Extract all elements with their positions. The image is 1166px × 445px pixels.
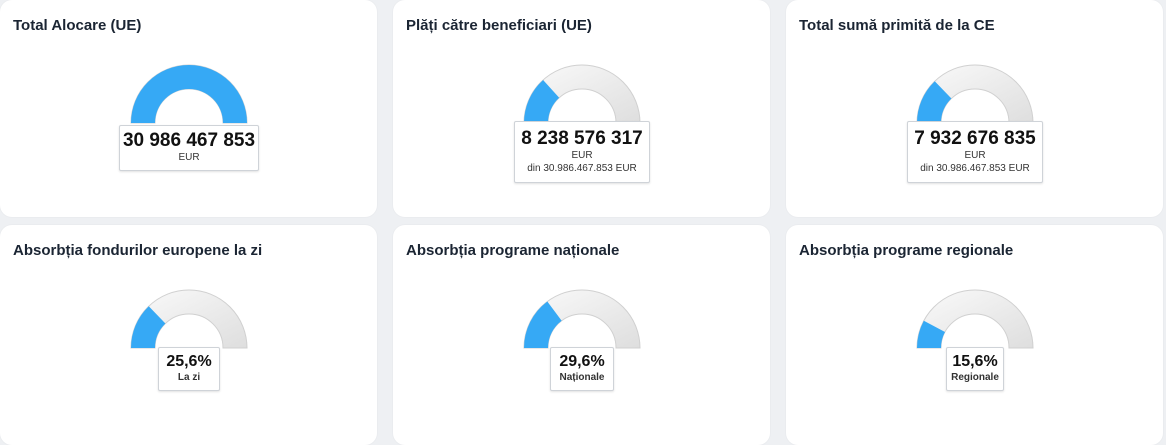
card-title: Total sumă primită de la CE bbox=[799, 17, 995, 34]
value-box: 30 986 467 853 EUR bbox=[119, 125, 259, 171]
gauge-svg bbox=[916, 289, 1034, 349]
card-absorbtie-nationale: Absorbția programe naționale 29,6% Națio… bbox=[393, 225, 770, 445]
gauge-total-alocare bbox=[130, 64, 248, 125]
value-box: 15,6% Regionale bbox=[946, 347, 1004, 391]
card-suma-primita-ce: Total sumă primită de la CE 7 932 676 83… bbox=[786, 0, 1163, 217]
value-box: 8 238 576 317 EUR din 30.986.467.853 EUR bbox=[514, 121, 650, 183]
gauge-track bbox=[916, 64, 1034, 124]
absorbtie-regionale-label: Regionale bbox=[951, 372, 999, 383]
card-absorbtie-la-zi: Absorbția fondurilor europene la zi 25,6… bbox=[0, 225, 377, 445]
gauge-plati-beneficiari bbox=[523, 64, 641, 125]
gauge-fill bbox=[524, 79, 560, 123]
gauge-svg bbox=[130, 64, 248, 124]
card-title: Absorbția programe regionale bbox=[799, 242, 1014, 259]
absorbtie-la-zi-value: 25,6% bbox=[166, 353, 212, 370]
plati-value: 8 238 576 317 bbox=[521, 128, 643, 149]
value-box: 7 932 676 835 EUR din 30.986.467.853 EUR bbox=[907, 121, 1043, 183]
value-box: 29,6% Naționale bbox=[550, 347, 614, 391]
gauge-absorbtie-nationale bbox=[523, 289, 641, 350]
gauge-fill bbox=[131, 65, 247, 123]
card-absorbtie-regionale: Absorbția programe regionale 15,6% Regio… bbox=[786, 225, 1163, 445]
gauge-absorbtie-la-zi bbox=[130, 289, 248, 350]
suma-primita-unit: EUR bbox=[964, 150, 986, 161]
gauge-svg bbox=[523, 64, 641, 124]
card-title: Absorbția programe naționale bbox=[406, 242, 620, 259]
gauge-fill bbox=[917, 320, 946, 348]
total-alocare-unit: EUR bbox=[178, 152, 200, 163]
gauge-fill bbox=[524, 301, 562, 348]
gauge-suma-primita-ce bbox=[916, 64, 1034, 125]
card-title: Absorbția fondurilor europene la zi bbox=[13, 242, 263, 259]
value-box: 25,6% La zi bbox=[158, 347, 220, 391]
gauge-track bbox=[130, 289, 248, 349]
absorbtie-nationale-label: Naționale bbox=[559, 372, 605, 383]
card-title: Total Alocare (UE) bbox=[13, 17, 142, 34]
absorbtie-nationale-value: 29,6% bbox=[559, 353, 605, 370]
gauge-svg bbox=[130, 289, 248, 349]
card-plati-beneficiari: Plăți către beneficiari (UE) 8 238 576 3… bbox=[393, 0, 770, 217]
total-alocare-value: 30 986 467 853 bbox=[122, 130, 256, 151]
gauge-track bbox=[523, 64, 641, 124]
card-total-alocare: Total Alocare (UE) 30 986 467 853 EUR bbox=[0, 0, 377, 217]
gauge-fill bbox=[131, 306, 166, 348]
card-title: Plăți către beneficiari (UE) bbox=[406, 17, 592, 34]
absorbtie-regionale-value: 15,6% bbox=[952, 353, 998, 370]
gauge-absorbtie-regionale bbox=[916, 289, 1034, 350]
suma-primita-sub: din 30.986.467.853 EUR bbox=[920, 163, 1030, 174]
plati-sub: din 30.986.467.853 EUR bbox=[527, 163, 637, 174]
absorbtie-la-zi-label: La zi bbox=[177, 372, 201, 383]
gauge-track bbox=[916, 289, 1034, 349]
gauge-svg bbox=[916, 64, 1034, 124]
gauge-fill bbox=[917, 81, 952, 123]
gauge-svg bbox=[523, 289, 641, 349]
suma-primita-value: 7 932 676 835 bbox=[914, 128, 1036, 149]
plati-unit: EUR bbox=[571, 150, 593, 161]
